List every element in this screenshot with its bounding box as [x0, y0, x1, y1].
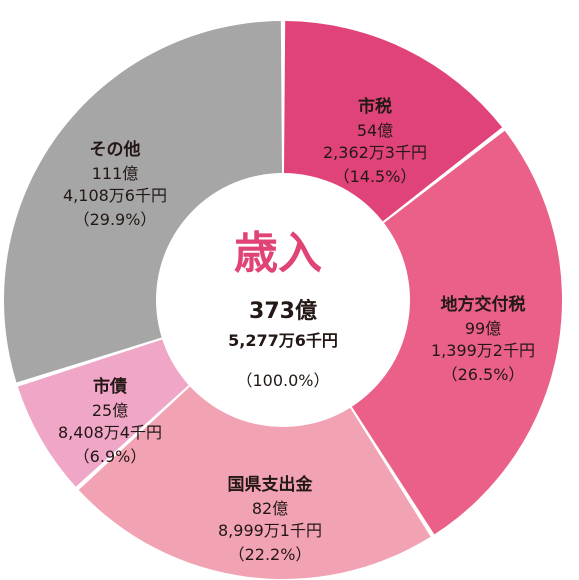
center-title: 歳入	[234, 228, 322, 279]
slice-2-percent-label: （26.5%）	[442, 365, 525, 384]
slice-5-amount-oku: 111億	[92, 164, 139, 183]
slice-2-amount-oku: 99億	[465, 319, 501, 338]
slice-3-amount-oku: 82億	[252, 499, 288, 518]
slice-1-name: 市税	[358, 96, 392, 117]
slice-3-percent-label: （22.2%）	[229, 545, 312, 564]
center-percent: （100.0%）	[236, 371, 329, 390]
slice-5-name: その他	[90, 139, 141, 160]
slice-3-name: 国県支出金	[228, 474, 314, 495]
center-total-sub: 5,277万6千円	[228, 331, 338, 350]
center-hole	[156, 173, 410, 427]
slice-1-amount-rest: 2,362万3千円	[323, 143, 427, 162]
slice-5-amount-rest: 4,108万6千円	[63, 186, 167, 205]
slice-3-amount-rest: 8,999万1千円	[218, 521, 322, 540]
slice-2	[283, 130, 562, 535]
slice-2-amount-rest: 1,399万2千円	[431, 341, 535, 360]
slice-5-percent-label: （29.9%）	[74, 210, 157, 229]
center-total: 373億	[249, 298, 317, 324]
slice-4-name: 市債	[93, 376, 127, 397]
slice-4-amount-rest: 8,408万4千円	[58, 423, 162, 442]
slice-2-name: 地方交付税	[441, 294, 526, 315]
center-label: 歳入 373億 5,277万6千円 （100.0%）	[228, 228, 338, 390]
slice-4-amount-oku: 25億	[92, 401, 128, 420]
slice-3	[78, 300, 431, 579]
slice-4-percent-label: （6.9%）	[74, 447, 147, 466]
slice-1-percent-label: （14.5%）	[334, 167, 417, 186]
slice-1-amount-oku: 54億	[357, 121, 393, 140]
slice-label-group: 市税 54億 2,362万3千円 （14.5%） 地方交付税 99億 1,399万2千円 （2…	[58, 96, 535, 564]
